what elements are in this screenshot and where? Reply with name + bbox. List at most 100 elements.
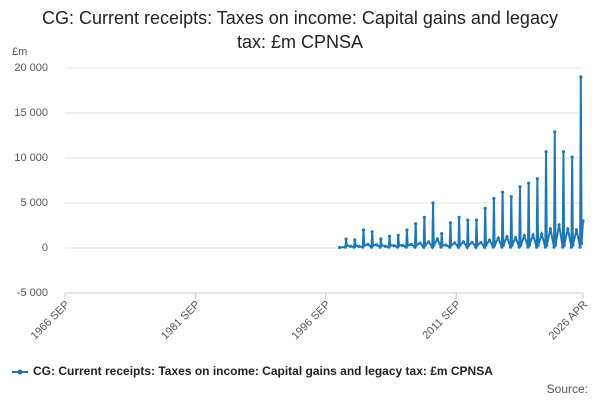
- point: [492, 196, 496, 201]
- point: [449, 243, 453, 247]
- point: [374, 243, 379, 247]
- point: [422, 215, 426, 219]
- point: [514, 236, 518, 240]
- point: [548, 227, 552, 231]
- point: [458, 243, 462, 247]
- point: [432, 243, 436, 247]
- point: [388, 243, 392, 247]
- point: [396, 233, 400, 237]
- point: [474, 218, 479, 222]
- point: [487, 238, 492, 242]
- y-tick-label: 5 000: [20, 197, 48, 209]
- point: [448, 221, 453, 225]
- y-tick-label: 0: [42, 242, 48, 254]
- series-line: [339, 76, 584, 251]
- point: [557, 223, 561, 227]
- x-tick-label: 1996 SEP: [289, 299, 333, 343]
- point: [401, 243, 405, 248]
- point: [540, 232, 544, 236]
- chart-title: CG: Current receipts: Taxes on income: C…: [42, 8, 558, 52]
- point: [562, 243, 566, 247]
- point: [435, 237, 439, 241]
- x-tick-label: 1966 SEP: [29, 299, 73, 343]
- point: [484, 243, 488, 247]
- legend-label: CG: Current receipts: Taxes on income: C…: [33, 364, 493, 378]
- point: [566, 227, 570, 231]
- point: [574, 228, 579, 232]
- point: [348, 244, 353, 248]
- y-tick-label: 10 000: [14, 152, 48, 164]
- x-tick-label: 1981 SEP: [159, 299, 203, 343]
- y-tick-label: -5 000: [17, 287, 48, 299]
- point: [581, 219, 585, 223]
- point: [571, 243, 575, 247]
- point: [501, 243, 505, 247]
- point: [579, 75, 583, 79]
- point: [522, 234, 526, 238]
- point: [531, 233, 535, 237]
- point: [544, 150, 548, 154]
- point: [409, 242, 413, 246]
- point: [505, 235, 509, 239]
- point: [392, 244, 396, 248]
- point: [527, 181, 531, 185]
- point: [457, 215, 461, 219]
- point: [483, 206, 487, 210]
- point: [406, 243, 410, 247]
- point: [353, 243, 358, 247]
- point: [345, 243, 349, 247]
- point: [337, 245, 342, 250]
- point: [362, 243, 366, 247]
- point: [440, 243, 445, 247]
- point: [344, 237, 348, 241]
- x-tick-label: 2011 SEP: [420, 299, 463, 342]
- point: [444, 243, 448, 247]
- y-tick-label: 20 000: [14, 62, 48, 74]
- point: [466, 243, 471, 247]
- point: [535, 177, 539, 181]
- point: [366, 242, 370, 246]
- point: [397, 243, 401, 247]
- point: [545, 243, 549, 247]
- point: [466, 218, 470, 222]
- point: [431, 201, 435, 205]
- point: [496, 236, 500, 240]
- point: [461, 240, 466, 244]
- point: [578, 245, 582, 249]
- point: [414, 222, 418, 226]
- point: [579, 241, 584, 246]
- point: [500, 190, 505, 194]
- point: [427, 240, 431, 244]
- point: [418, 241, 422, 245]
- point: [371, 243, 375, 247]
- point: [510, 243, 514, 247]
- point: [518, 185, 522, 189]
- point: [553, 243, 558, 247]
- y-unit: £m: [12, 46, 27, 58]
- point: [414, 243, 418, 247]
- point: [509, 195, 513, 199]
- point: [423, 243, 427, 247]
- point: [383, 244, 387, 248]
- point: [519, 243, 523, 247]
- point: [405, 228, 409, 232]
- point: [353, 238, 357, 242]
- point: [561, 150, 566, 154]
- legend-marker: [17, 369, 23, 375]
- point: [453, 241, 457, 245]
- point: [370, 230, 374, 234]
- point: [536, 243, 540, 247]
- source: Source:: [547, 382, 588, 396]
- point: [553, 130, 557, 134]
- point: [387, 234, 392, 238]
- point: [379, 243, 384, 247]
- point: [361, 228, 366, 232]
- point: [493, 243, 497, 247]
- point: [475, 243, 479, 247]
- point: [357, 244, 361, 248]
- x-tick-label: 2026 APR: [547, 299, 591, 343]
- point: [440, 232, 444, 236]
- point: [470, 240, 474, 245]
